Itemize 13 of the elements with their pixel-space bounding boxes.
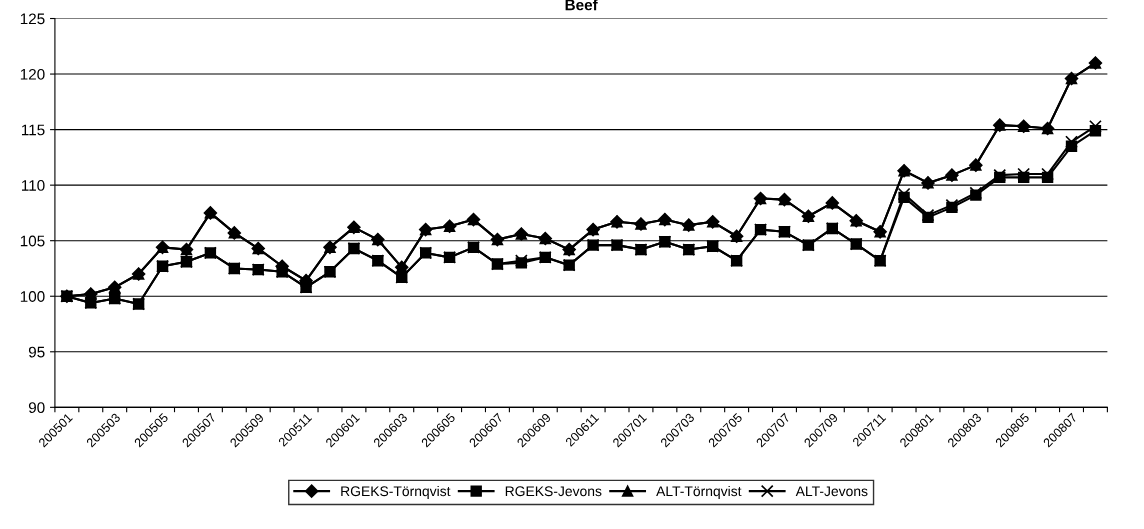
y-tick-label: 115 (21, 124, 45, 136)
legend-label: RGEKS-Törnqvist (341, 485, 451, 499)
y-tick-label: 95 (28, 346, 45, 358)
chart-title: Beef (565, 0, 598, 11)
y-tick-label: 105 (20, 235, 45, 247)
y-tick-label: 90 (28, 402, 45, 414)
y-tick-label: 120 (20, 68, 45, 80)
y-tick-label: 100 (20, 291, 45, 302)
legend-label: RGEKS-Jevons (505, 486, 602, 497)
legend-label: ALT-Törnqvist (656, 485, 742, 499)
y-tick-label: 125 (20, 13, 45, 25)
y-tick-label: 110 (21, 180, 45, 191)
legend-label: ALT-Jevons (795, 486, 868, 497)
